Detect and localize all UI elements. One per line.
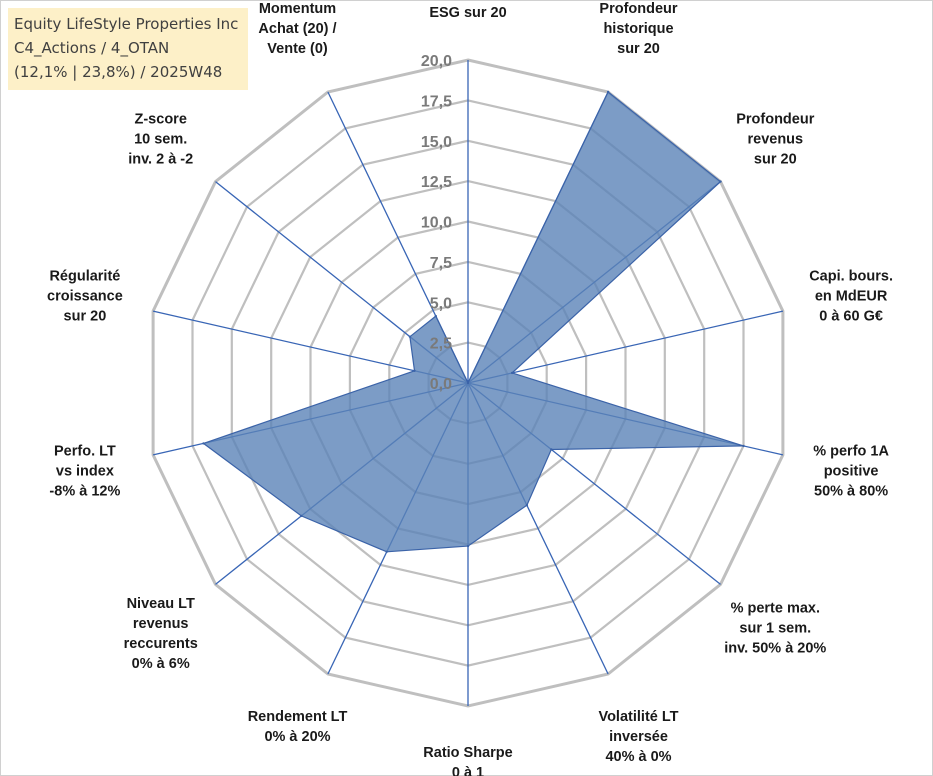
category-label-line: sur 1 sem. (739, 621, 811, 637)
category-label: % perte max. sur 1 sem. inv. 50% à 20% (724, 601, 826, 657)
series-point (202, 442, 205, 445)
series-point (742, 444, 745, 448)
category-label: Capi. bours. en MdEUR 0 à 60 G€ (809, 269, 893, 325)
tick-label: 2,5 (430, 336, 452, 353)
category-label-line: Niveau LT (127, 596, 195, 612)
category-label-line: Perfo. LT (54, 443, 116, 459)
series-point (413, 369, 416, 372)
category-label-line: croissance (47, 289, 123, 305)
series-point (606, 90, 610, 94)
series-point (434, 314, 437, 318)
info-period: (12,1% | 23,8%) / 2025W48 (14, 63, 223, 81)
category-label: % perfo 1A positive 50% à 80% (813, 443, 889, 499)
category-label-line: Z-score (135, 111, 187, 127)
series-point (466, 544, 470, 548)
category-label-line: Profondeur (599, 1, 677, 17)
series-point (300, 514, 303, 518)
series-point (510, 371, 514, 375)
tick-label: 0,0 (430, 376, 452, 393)
category-label-line: Rendement LT (248, 709, 348, 725)
info-box: Equity LifeStyle Properties Inc C4_Actio… (8, 8, 248, 90)
category-label: Profondeur historique sur 20 (599, 1, 677, 57)
category-label-line: positive (824, 463, 879, 479)
category-label-line: Capi. bours. (809, 269, 893, 285)
category-label-line: 0% à 20% (264, 729, 330, 745)
category-label-line: 50% à 80% (814, 483, 888, 499)
category-label-line: % perfo 1A (813, 443, 889, 459)
category-label-line: reccurents (124, 636, 198, 652)
radar-spoke (467, 310, 784, 384)
category-label-line: Momentum (259, 1, 336, 17)
category-label: Momentum Achat (20) / Vente (0) (258, 1, 336, 57)
tick-label: 12,5 (421, 174, 452, 191)
series-point (550, 448, 553, 451)
category-label-line: % perte max. (731, 601, 820, 617)
tick-label: 15,0 (421, 134, 452, 151)
category-label-line: inv. 50% à 20% (724, 641, 826, 657)
category-label: Perfo. LT vs index -8% à 12% (49, 443, 120, 499)
radar-tick-labels: 0,0 2,5 5,0 7,5 10,0 12,5 15,0 17,5 20,0 (421, 53, 452, 393)
category-label-line: sur 20 (617, 41, 660, 57)
category-label-line: Vente (0) (267, 41, 328, 57)
category-label-line: Régularité (49, 269, 120, 285)
category-label: Régularité croissance sur 20 (47, 269, 123, 325)
radar-series (202, 90, 745, 553)
category-label-line: revenus (747, 131, 803, 147)
category-label: Rendement LT 0% à 20% (248, 709, 348, 745)
category-label-line: inversée (609, 729, 668, 745)
category-label-line: historique (603, 21, 673, 37)
series-point (466, 381, 470, 385)
category-label-line: en MdEUR (815, 289, 888, 305)
category-label: Volatilité LT inversée 40% à 0% (598, 709, 678, 765)
category-label-line: inv. 2 à -2 (128, 151, 193, 167)
category-label-line: 0 à 60 G€ (819, 309, 883, 325)
category-label-line: sur 20 (64, 309, 107, 325)
category-label-line: Note (452, 0, 484, 1)
category-label-line: 0% à 6% (132, 656, 190, 672)
category-label-line: revenus (133, 616, 189, 632)
category-label: Note ESG sur 20 (429, 0, 506, 21)
category-label-line: Achat (20) / (258, 21, 336, 37)
series-point (525, 504, 529, 507)
category-label-line: sur 20 (754, 151, 797, 167)
series-area (202, 91, 744, 553)
tick-label: 7,5 (430, 255, 452, 272)
tick-label: 5,0 (430, 295, 452, 312)
category-label-line: 0 à 1 (452, 765, 484, 776)
category-label: Niveau LT revenus reccurents 0% à 6% (124, 596, 198, 672)
category-label-line: -8% à 12% (49, 483, 120, 499)
tick-label: 10,0 (421, 215, 452, 232)
info-category: C4_Actions / 4_OTAN (14, 39, 170, 57)
series-point (385, 550, 388, 553)
category-label: Z-score 10 sem. inv. 2 à -2 (128, 111, 193, 167)
category-label: Profondeur revenus sur 20 (736, 111, 814, 167)
category-label-line: Ratio Sharpe (423, 745, 512, 761)
info-company-name: Equity LifeStyle Properties Inc (14, 15, 239, 33)
category-label-line: Profondeur (736, 111, 814, 127)
category-label-line: vs index (56, 463, 114, 479)
category-label-line: 40% à 0% (605, 749, 671, 765)
series-point (719, 180, 722, 183)
radar-category-labels: Note ESG sur 20 Profondeur historique sur 20… (47, 0, 893, 776)
tick-label: 20,0 (421, 53, 452, 70)
category-label-line: 10 sem. (134, 131, 187, 147)
series-point (408, 335, 412, 338)
category-label: Ratio Sharpe 0 à 1 (423, 745, 512, 776)
category-label-line: Volatilité LT (598, 709, 678, 725)
tick-label: 17,5 (421, 93, 452, 110)
category-label-line: ESG sur 20 (429, 5, 506, 21)
